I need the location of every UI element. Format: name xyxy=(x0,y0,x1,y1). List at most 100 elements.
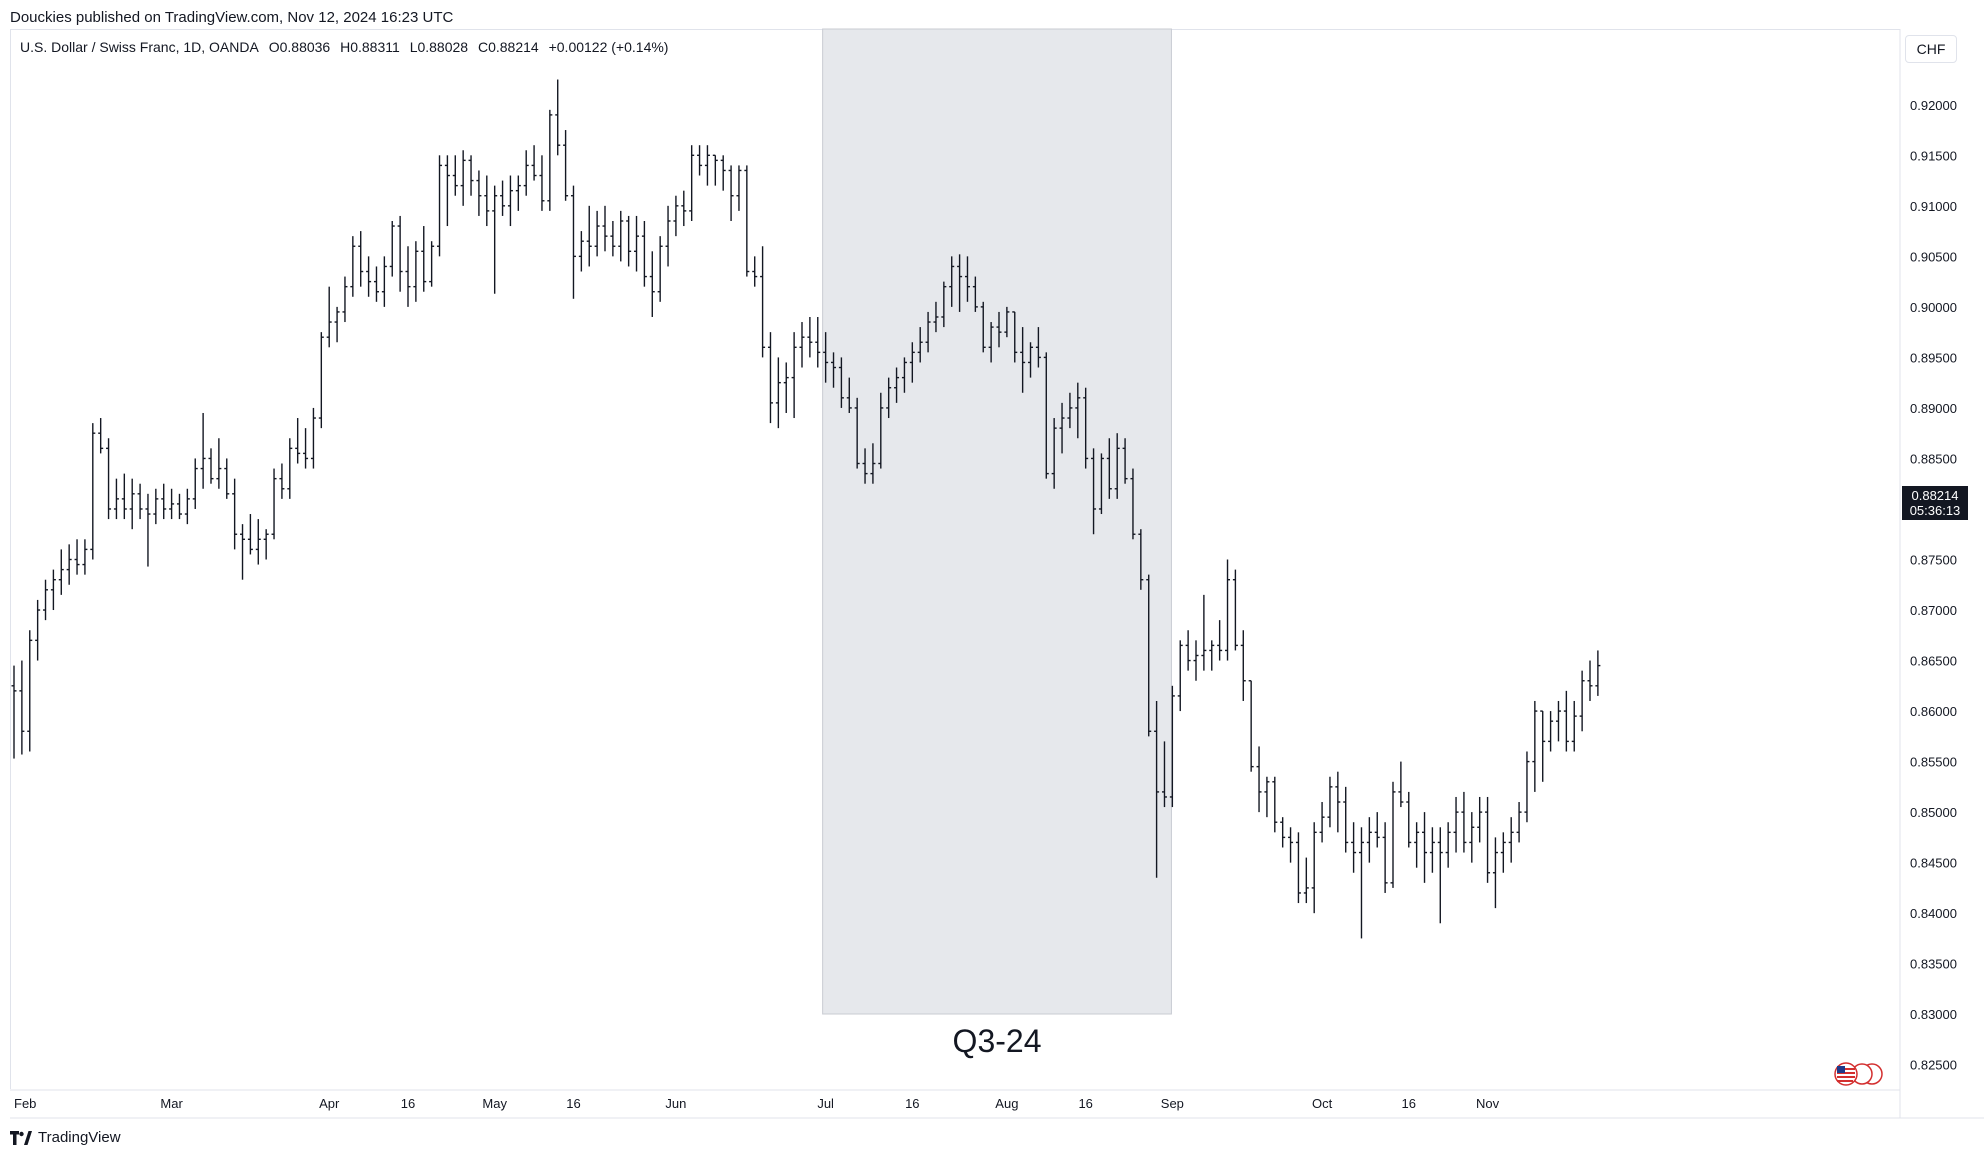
ohlc-bar xyxy=(1256,746,1262,813)
ohlc-bar xyxy=(720,155,726,191)
ohlc-bar xyxy=(610,220,616,257)
ohlc-bar xyxy=(484,175,490,227)
ohlc-bar xyxy=(1098,453,1104,515)
ohlc-bar xyxy=(641,220,647,287)
ohlc-bar xyxy=(925,311,931,353)
ohlc-bar xyxy=(697,145,703,176)
time-tick-label: Oct xyxy=(1312,1096,1333,1111)
ohlc-bar xyxy=(444,155,450,227)
ohlc-bar xyxy=(996,311,1002,348)
price-axis-labels: 0.92000 0.91500 0.91000 0.90500 0.90000 0.895… xyxy=(1910,98,1957,1073)
ohlc-bar xyxy=(894,367,900,403)
ohlc-bar xyxy=(224,458,230,499)
ohlc-bar xyxy=(736,165,742,211)
ohlc-bar xyxy=(980,301,986,353)
ohlc-bar xyxy=(1351,822,1357,873)
ohlc-bar xyxy=(1429,827,1435,873)
ohlc-bar xyxy=(1114,433,1120,499)
price-tick-label: 0.87500 xyxy=(1910,553,1957,568)
price-tick-label: 0.82500 xyxy=(1910,1058,1957,1073)
legend-symbol: U.S. Dollar / Swiss Franc, 1D, OANDA xyxy=(20,39,259,55)
ohlc-bar xyxy=(602,205,608,252)
ohlc-bar xyxy=(1406,791,1412,848)
ohlc-bar xyxy=(799,322,805,368)
footer-brand: TradingView xyxy=(38,1129,121,1146)
ohlc-bar xyxy=(1043,352,1049,479)
q3-highlight-label: Q3-24 xyxy=(953,1023,1042,1059)
ohlc-bar xyxy=(1091,448,1097,535)
ohlc-bar xyxy=(1335,771,1341,833)
ohlc-bar xyxy=(909,342,915,383)
ohlc-bar xyxy=(673,195,679,237)
ohlc-bar xyxy=(728,165,734,221)
ohlc-bar xyxy=(66,544,72,585)
ohlc-bar xyxy=(681,190,687,227)
ohlc-bar xyxy=(626,215,632,267)
ohlc-bar xyxy=(1193,640,1199,681)
ohlc-bar xyxy=(405,246,411,307)
ohlc-bar xyxy=(634,215,640,272)
ohlc-bar xyxy=(1571,700,1577,752)
price-tick-label: 0.84000 xyxy=(1910,906,1957,921)
ohlc-bar xyxy=(389,220,395,277)
footer-logo[interactable]: TradingView xyxy=(10,1129,121,1146)
ohlc-bar xyxy=(531,145,537,181)
ohlc-bar xyxy=(1004,306,1010,338)
time-tick-label: 16 xyxy=(566,1096,580,1111)
ohlc-bar xyxy=(1422,812,1428,883)
ohlc-bar xyxy=(342,276,348,323)
time-tick-label: Jul xyxy=(817,1096,834,1111)
ohlc-bar xyxy=(886,377,892,419)
ohlc-bar xyxy=(137,483,143,520)
ohlc-bar xyxy=(271,468,277,540)
us-flag-icon[interactable] xyxy=(1832,1062,1884,1086)
ohlc-bar xyxy=(1492,837,1498,909)
currency-button[interactable]: CHF xyxy=(1905,35,1957,63)
ohlc-bar xyxy=(1540,710,1546,782)
ohlc-bar xyxy=(145,493,151,567)
ohlc-bar xyxy=(1130,468,1136,540)
ohlc-bar xyxy=(397,215,403,292)
ohlc-bar xyxy=(1122,438,1128,484)
price-tick-label: 0.87000 xyxy=(1910,603,1957,618)
ohlc-bar xyxy=(823,332,829,383)
ohlc-bar xyxy=(247,514,253,555)
ohlc-bar xyxy=(1445,822,1451,868)
ohlc-bar xyxy=(988,322,994,363)
q3-highlight-box xyxy=(822,28,1172,1015)
ohlc-bar xyxy=(1035,327,1041,368)
ohlc-bars xyxy=(11,79,1601,939)
time-axis-labels: Feb Mar Apr 16 May 16 Jun Jul 16 Aug 16 Sep Oct 16 Nov xyxy=(14,1096,1500,1111)
ohlc-bar xyxy=(1437,827,1443,924)
ohlc-bar xyxy=(27,630,33,752)
ohlc-bar xyxy=(1469,812,1475,863)
ohlc-bar xyxy=(413,241,419,302)
ohlc-bar xyxy=(326,286,332,348)
ohlc-bar xyxy=(310,407,316,469)
price-tick-label: 0.86000 xyxy=(1910,704,1957,719)
price-tick-label: 0.89500 xyxy=(1910,350,1957,365)
ohlc-bar xyxy=(1398,761,1404,808)
ohlc-bar xyxy=(43,579,49,621)
ohlc-bar xyxy=(1366,817,1372,863)
ohlc-bar xyxy=(507,175,513,227)
ohlc-bar xyxy=(437,155,443,257)
ohlc-bar xyxy=(957,254,963,312)
ohlc-bar xyxy=(665,205,671,267)
ohlc-bar xyxy=(515,175,521,211)
ohlc-bar xyxy=(1516,802,1522,843)
ohlc-bar xyxy=(58,549,64,595)
ohlc-bar xyxy=(649,251,655,317)
ohlc-bar xyxy=(169,488,175,520)
ohlc-bar xyxy=(1579,670,1585,732)
ohlc-bar xyxy=(1548,711,1554,752)
ohlc-bar xyxy=(1154,700,1160,878)
ohlc-bar xyxy=(1209,640,1215,671)
ohlc-bar xyxy=(216,438,222,489)
ohlc-bar xyxy=(1555,700,1561,742)
ohlc-bar xyxy=(815,316,821,368)
time-tick-label: Apr xyxy=(319,1096,340,1111)
ohlc-bar xyxy=(1067,392,1073,429)
price-tick-label: 0.83500 xyxy=(1910,957,1957,972)
